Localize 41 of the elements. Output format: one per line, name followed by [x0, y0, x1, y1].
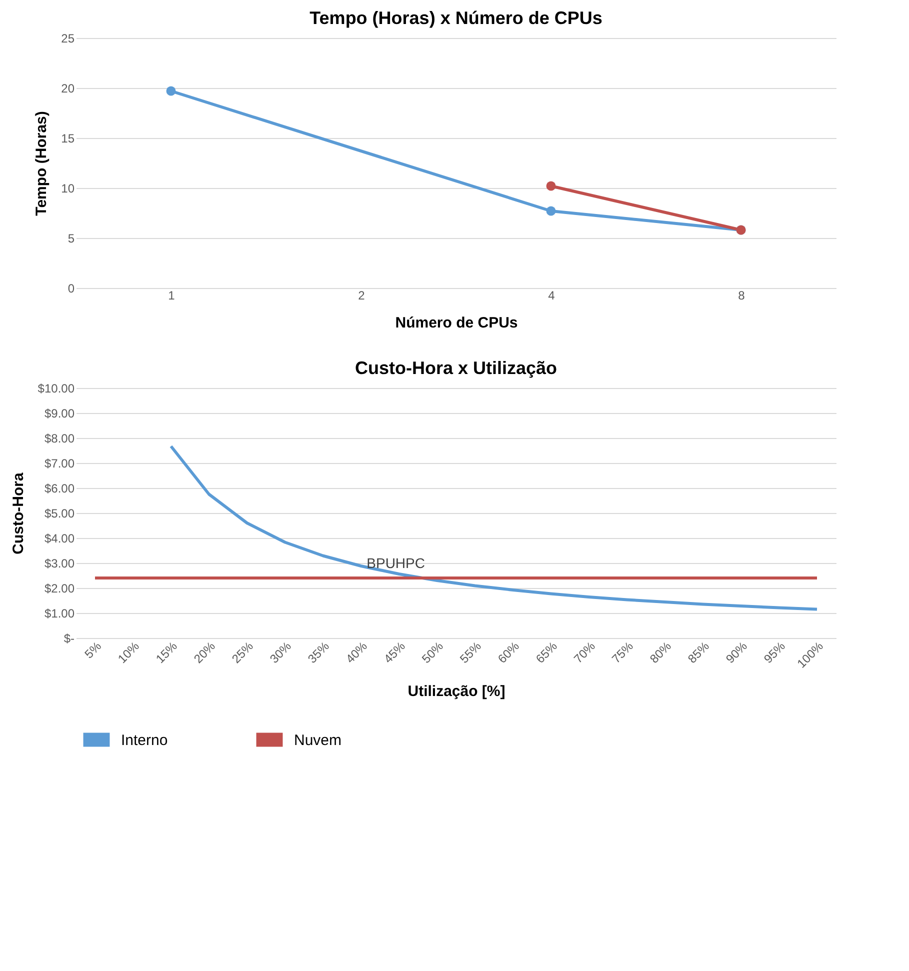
x-tick-label: 45%	[381, 638, 408, 666]
y-tick-label: $7.00	[44, 456, 75, 470]
y-tick-label: $-	[64, 632, 74, 646]
y-tick-label: $6.00	[44, 482, 75, 496]
point	[166, 86, 176, 96]
x-tick-label: 4	[548, 288, 556, 302]
x-tick-label: 40%	[343, 638, 370, 666]
y-tick-label: $2.00	[44, 582, 75, 596]
annotation: BPUHPC	[366, 555, 425, 571]
y-tick-label: 5	[68, 232, 75, 246]
y-tick-label: $1.00	[44, 606, 75, 620]
x-tick-label: 75%	[609, 638, 636, 666]
line-series	[170, 444, 818, 611]
y-tick-label: $5.00	[44, 506, 75, 520]
x-tick-label: 5%	[82, 638, 104, 662]
point	[546, 206, 556, 216]
x-tick-label: 1	[168, 288, 176, 302]
x-tick-label: 65%	[533, 638, 560, 666]
x-tick-label: 70%	[571, 638, 598, 666]
y-tick-label: $10.00	[38, 382, 75, 396]
y-axis-title: Tempo (Horas)	[33, 111, 50, 216]
y-tick-label: $9.00	[44, 406, 75, 420]
y-tick-label: $4.00	[44, 532, 75, 546]
chart-title: Custo-Hora x Utilização	[354, 358, 558, 378]
y-axis-title: Custo-Hora	[10, 472, 27, 554]
y-tick-label: $3.00	[44, 556, 75, 570]
x-tick-label: 8	[738, 288, 746, 302]
x-axis-title: Utilização [%]	[408, 682, 506, 700]
y-tick-label: 10	[61, 182, 75, 196]
y-tick-label: 25	[61, 32, 75, 46]
y-tick-label: 0	[68, 282, 75, 296]
y-tick-label: 20	[61, 82, 75, 96]
chart-title: Tempo (Horas) x Número de CPUs	[310, 8, 602, 28]
point	[546, 181, 556, 191]
y-tick-label: $8.00	[44, 432, 75, 446]
x-tick-label: 2	[358, 288, 366, 302]
x-tick-label: 60%	[495, 638, 522, 666]
legend-label: Nuvem	[294, 732, 342, 749]
x-axis-title: Número de CPUs	[395, 314, 518, 332]
legend-label: Interno	[121, 732, 168, 749]
y-tick-label: 15	[61, 132, 75, 146]
